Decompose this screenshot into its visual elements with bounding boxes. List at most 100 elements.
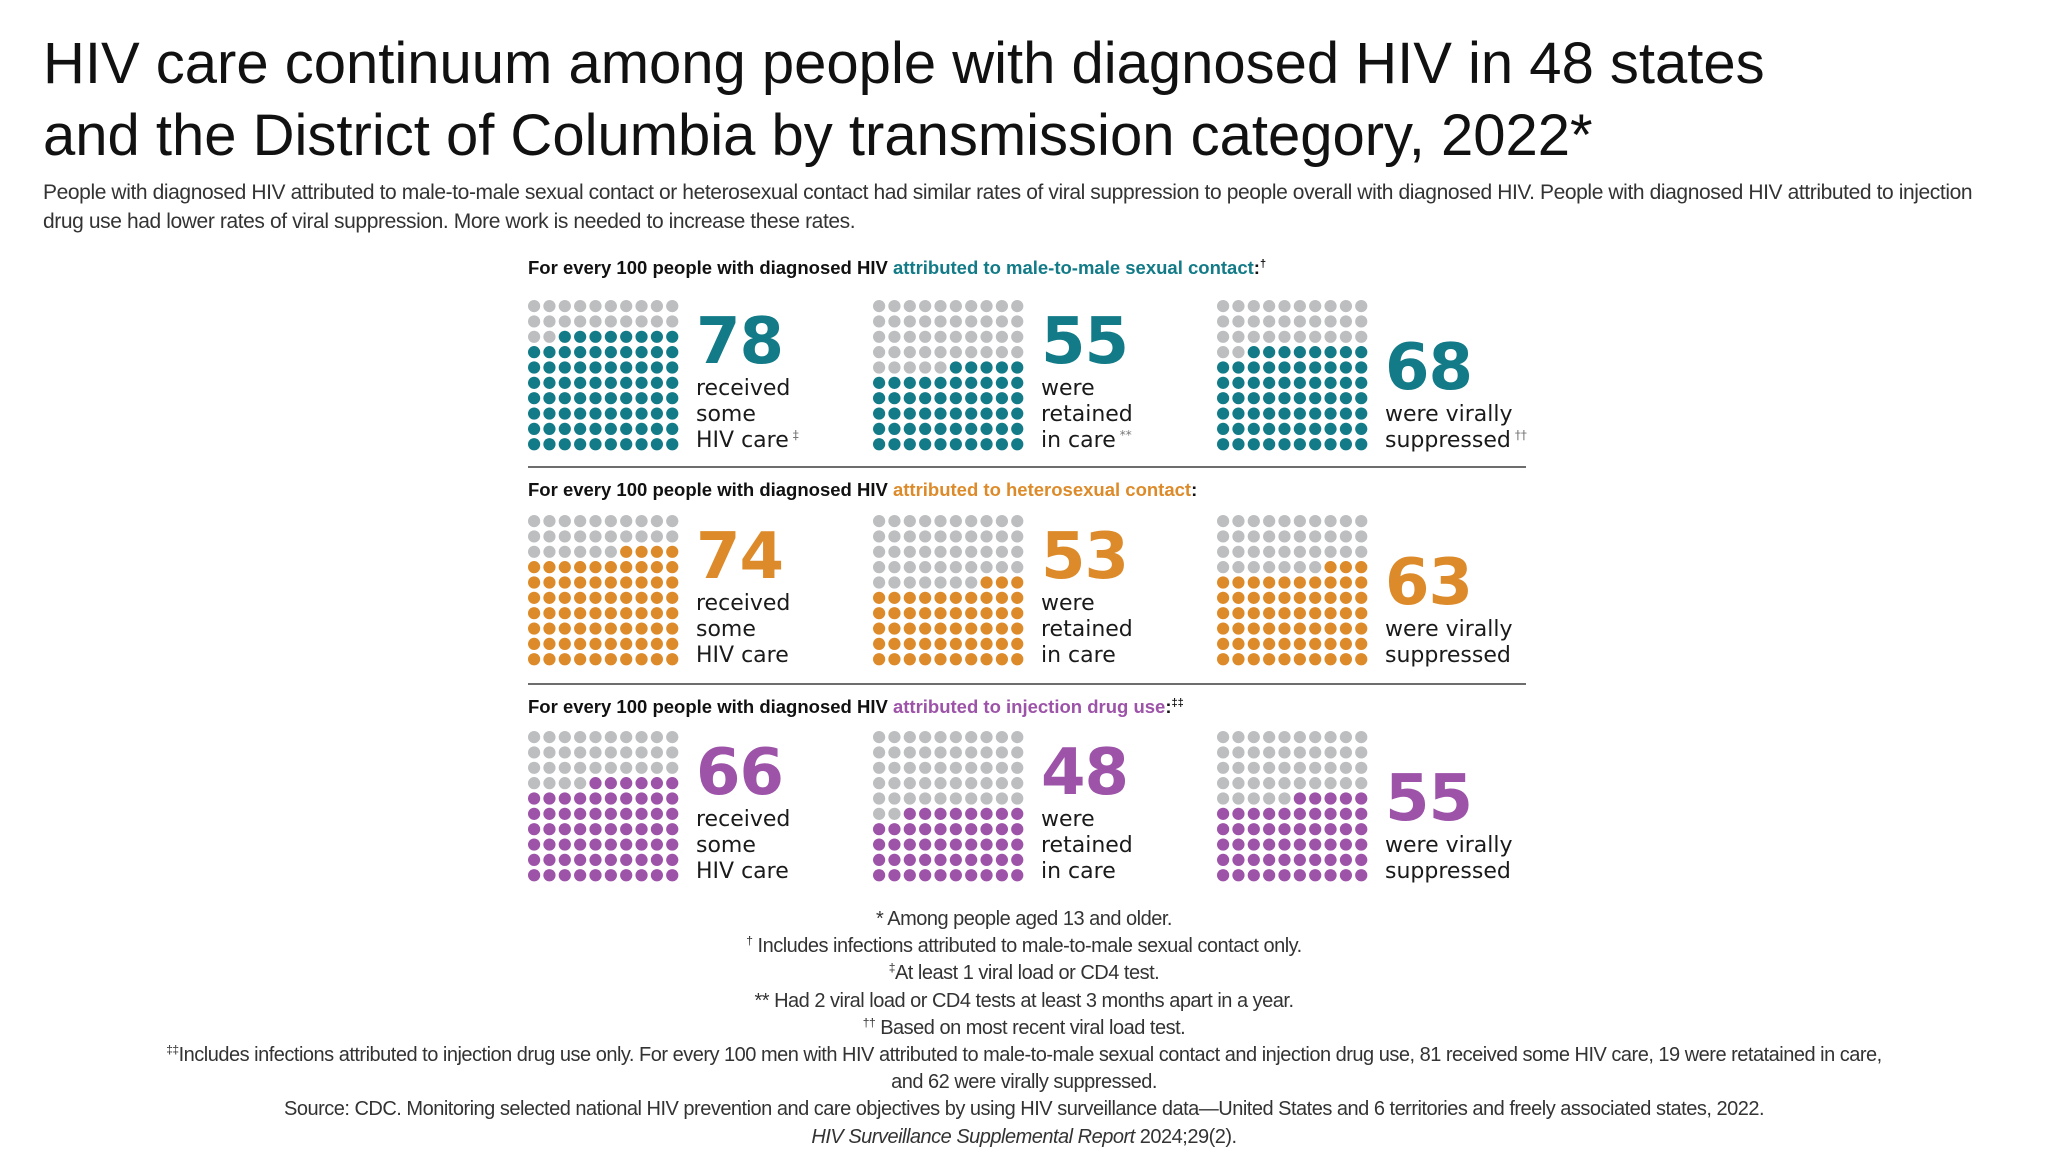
dot-filled — [1278, 438, 1291, 451]
dot-filled — [620, 637, 633, 650]
dot-filled — [589, 407, 602, 420]
dot-filled — [1293, 576, 1306, 589]
dot-filled — [666, 637, 679, 650]
stat-label-row: suppressed — [1385, 859, 1555, 885]
dot-filled — [604, 346, 617, 359]
stat-label-row: were virally — [1385, 833, 1555, 859]
dot-filled — [1247, 637, 1260, 650]
dot-filled — [873, 622, 886, 635]
dot-filled — [1324, 438, 1337, 451]
dot-empty — [604, 746, 617, 759]
stat-label: received some HIV care — [696, 591, 866, 669]
dot-empty — [919, 315, 932, 328]
footnote-double-dagger: ‡At least 1 viral load or CD4 test. — [888, 960, 1160, 985]
footnote-mark: †† — [1514, 428, 1527, 443]
dot-filled — [650, 545, 663, 558]
stat-label-line: retained — [1041, 617, 1133, 643]
stat-label-line: received — [696, 591, 791, 617]
dot-filled — [1355, 838, 1368, 851]
dot-filled — [620, 807, 633, 820]
dot-empty — [604, 515, 617, 528]
dot-empty — [965, 561, 978, 574]
stat-block: 66 received some HIV care — [696, 721, 866, 885]
dot-empty — [558, 731, 571, 744]
dot-filled — [1278, 869, 1291, 882]
dot-filled — [873, 376, 886, 389]
dot-empty — [965, 545, 978, 558]
dot-empty — [934, 545, 947, 558]
dot-filled — [528, 576, 541, 589]
dot-filled — [1324, 792, 1337, 805]
dot-empty — [1339, 300, 1352, 313]
dot-empty — [1232, 530, 1245, 543]
dot-filled — [980, 607, 993, 620]
stat-block: 63 were virally suppressed — [1385, 505, 1555, 669]
dot-empty — [965, 792, 978, 805]
dot-filled — [995, 376, 1008, 389]
dot-filled — [1324, 823, 1337, 836]
dot-filled — [635, 622, 648, 635]
dot-empty — [1355, 300, 1368, 313]
dot-empty — [1263, 545, 1276, 558]
dot-filled — [1247, 438, 1260, 451]
dot-empty — [919, 361, 932, 374]
dot-filled — [934, 637, 947, 650]
stat-label-row: were virally — [1385, 617, 1555, 643]
dot-filled — [620, 376, 633, 389]
dot-empty — [1263, 777, 1276, 790]
dot-filled — [635, 392, 648, 405]
dot-filled — [1278, 622, 1291, 635]
dot-empty — [949, 576, 962, 589]
dot-empty — [888, 545, 901, 558]
dot-filled — [635, 838, 648, 851]
dot-filled — [635, 853, 648, 866]
dot-empty — [574, 515, 587, 528]
dot-filled — [1263, 407, 1276, 420]
dot-empty — [965, 530, 978, 543]
dot-filled — [1217, 591, 1230, 604]
dot-filled — [1011, 438, 1024, 451]
dot-empty — [965, 761, 978, 774]
dot-filled — [1263, 838, 1276, 851]
dot-empty — [1217, 561, 1230, 574]
stat-block: 55 were retained in care ** — [1041, 290, 1211, 454]
stat-label-line: were virally — [1385, 617, 1513, 643]
dot-filled — [574, 576, 587, 589]
dot-empty — [1293, 561, 1306, 574]
dot-empty — [995, 300, 1008, 313]
dot-empty — [1247, 530, 1260, 543]
dot-filled — [1247, 823, 1260, 836]
dot-filled — [543, 376, 556, 389]
dot-empty — [650, 315, 663, 328]
dot-filled — [1247, 392, 1260, 405]
dot-empty — [1278, 561, 1291, 574]
dot-filled — [650, 792, 663, 805]
dot-filled — [919, 607, 932, 620]
header-suffix: : — [1191, 479, 1198, 500]
dot-empty — [1011, 315, 1024, 328]
dot-filled — [903, 622, 916, 635]
dot-filled — [1324, 622, 1337, 635]
dot-filled — [1011, 392, 1024, 405]
dot-filled — [934, 869, 947, 882]
dot-filled — [1011, 869, 1024, 882]
dot-filled — [1324, 561, 1337, 574]
dot-empty — [620, 315, 633, 328]
dot-filled — [543, 346, 556, 359]
dot-filled — [650, 823, 663, 836]
dot-filled — [1217, 576, 1230, 589]
dot-filled — [1309, 346, 1322, 359]
dot-filled — [1232, 422, 1245, 435]
dot-filled — [1232, 622, 1245, 635]
dot-filled — [1293, 376, 1306, 389]
dot-filled — [528, 438, 541, 451]
dot-filled — [1324, 653, 1337, 666]
dot-empty — [558, 761, 571, 774]
stat-value: 66 — [696, 736, 784, 811]
dot-empty — [1324, 300, 1337, 313]
dot-filled — [666, 361, 679, 374]
dot-filled — [1247, 853, 1260, 866]
dot-empty — [1324, 746, 1337, 759]
dot-filled — [903, 637, 916, 650]
footnote-asterisk: * Among people aged 13 and older. — [876, 908, 1172, 930]
